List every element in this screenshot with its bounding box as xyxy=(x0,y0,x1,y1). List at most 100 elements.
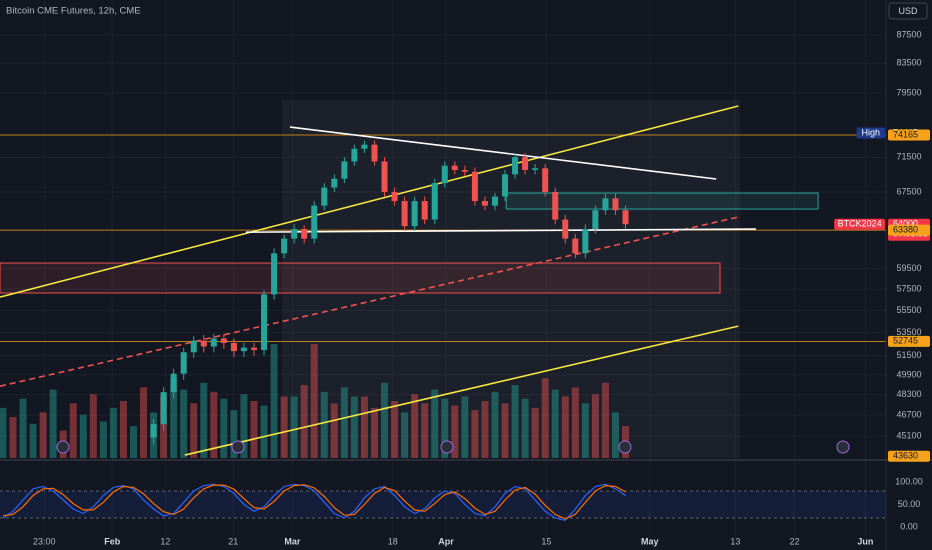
x-tick-label: 22 xyxy=(789,536,799,546)
event-icon[interactable] xyxy=(618,440,632,454)
volume-bar xyxy=(0,407,7,458)
volume-bar xyxy=(551,389,559,458)
y-tick-label: 48300 xyxy=(896,389,921,399)
y-tick-label: 71500 xyxy=(896,152,921,162)
volume-bar xyxy=(220,398,228,458)
level-lines xyxy=(0,134,886,342)
zones xyxy=(0,192,819,294)
volume-bar xyxy=(9,416,17,458)
candle-body xyxy=(160,392,167,425)
candle-body xyxy=(401,201,408,227)
y-tick-label: 49900 xyxy=(896,369,921,379)
y-tick-label: 67500 xyxy=(896,186,921,196)
volume-bar xyxy=(411,394,419,458)
forecast-area xyxy=(282,100,740,458)
volume-bar xyxy=(340,387,348,458)
candle-body xyxy=(220,338,227,344)
volume-bar xyxy=(611,412,619,458)
volume-bar xyxy=(170,378,178,458)
volume-bar xyxy=(531,407,539,458)
volume-bar xyxy=(140,387,148,458)
candle-body xyxy=(602,198,609,211)
candle-body xyxy=(552,192,559,220)
name-label-box xyxy=(834,218,885,230)
oscillator-band xyxy=(0,491,886,518)
candle-body xyxy=(250,347,257,350)
x-tick-label: Feb xyxy=(104,536,121,546)
price-label: 64000 xyxy=(893,219,918,229)
event-icons xyxy=(56,440,850,454)
volume-bar xyxy=(310,344,318,458)
currency-button[interactable] xyxy=(888,2,928,20)
chart-title: Bitcoin CME Futures, 12h, CME xyxy=(6,6,141,17)
volume-bar xyxy=(210,391,218,458)
trend-line xyxy=(184,325,739,456)
y-tick-label: 45100 xyxy=(896,431,921,441)
candle-body xyxy=(502,174,509,197)
price-label: 74165 xyxy=(893,129,918,139)
volume-bar xyxy=(461,396,469,458)
candle-body xyxy=(361,144,368,149)
y-tick-label: 57500 xyxy=(896,283,921,293)
event-icon[interactable] xyxy=(440,440,454,454)
candle-body xyxy=(512,157,519,175)
event-icon[interactable] xyxy=(231,440,245,454)
trend-line xyxy=(0,216,739,387)
volume xyxy=(0,344,630,458)
osc-tick-label: 50.00 xyxy=(898,499,921,509)
volume-bar xyxy=(541,378,549,458)
y-tick-label: 55500 xyxy=(896,305,921,315)
y-tick-label: 59500 xyxy=(896,263,921,273)
x-tick-label: 15 xyxy=(541,536,551,546)
volume-bar xyxy=(381,382,389,458)
x-tick-label: 13 xyxy=(730,536,740,546)
candle-body xyxy=(271,253,278,295)
volume-bar xyxy=(431,389,439,458)
candle-body xyxy=(261,294,268,350)
x-tick-label: May xyxy=(641,536,659,546)
candle-body xyxy=(622,210,629,225)
oscillator-line xyxy=(2,484,626,520)
candle-body xyxy=(180,352,187,374)
candle-body xyxy=(431,183,438,220)
candle-body xyxy=(291,229,298,239)
volume-bar xyxy=(511,385,519,458)
oscillator: 100.00 50.00 0.00 xyxy=(0,476,923,531)
price-label-box xyxy=(888,335,930,347)
volume-bar xyxy=(250,401,258,458)
name-label: BTCK2024 xyxy=(838,219,882,229)
volume-bar xyxy=(491,391,499,458)
candle-body xyxy=(471,171,478,202)
event-icon[interactable] xyxy=(56,440,70,454)
y-tick-label: 53500 xyxy=(896,327,921,337)
event-icon[interactable] xyxy=(836,440,850,454)
name-label-box xyxy=(856,127,885,139)
volume-bar xyxy=(260,405,268,458)
osc-tick-label: 100.00 xyxy=(895,476,923,486)
zone xyxy=(0,262,721,294)
trend-line xyxy=(0,105,739,298)
candle-body xyxy=(481,201,488,206)
volume-bar xyxy=(300,385,308,458)
x-tick-label: 23:00 xyxy=(33,536,56,546)
candle-body xyxy=(582,229,589,254)
x-tick-label: 21 xyxy=(228,536,238,546)
y-tick-label: 79500 xyxy=(896,87,921,97)
trend-line xyxy=(289,126,717,180)
volume-bar xyxy=(129,426,137,458)
volume-bar xyxy=(601,382,609,458)
trend-line xyxy=(246,228,757,233)
volume-bar xyxy=(79,414,87,458)
volume-bar xyxy=(190,403,198,458)
price-label: 63380 xyxy=(893,225,918,235)
volume-bar xyxy=(350,396,358,458)
candle-body xyxy=(321,187,328,206)
volume-bar xyxy=(581,403,589,458)
candle-body xyxy=(461,170,468,172)
candle-body xyxy=(572,238,579,254)
zone xyxy=(505,192,819,210)
x-tick-label: Jun xyxy=(857,536,873,546)
volume-bar xyxy=(571,387,579,458)
